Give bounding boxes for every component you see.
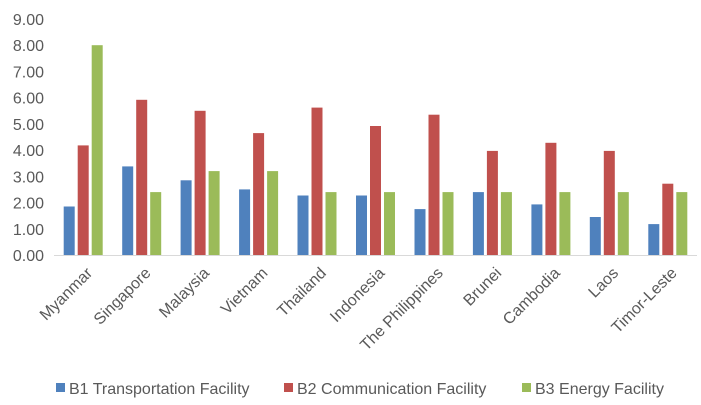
y-tick-label: 4.00	[13, 143, 44, 160]
y-axis: 0.00 1.00 2.00 3.00 4.00 5.00 6.00 7.00 8.00 9.00	[13, 12, 44, 265]
legend-label: B1 Transportation Facility	[69, 381, 250, 398]
y-tick-label: 9.00	[13, 12, 44, 29]
legend-swatch	[56, 383, 65, 392]
bar-series3-malaysia	[208, 171, 220, 255]
legend-label: B2 Communication Facility	[297, 381, 486, 398]
y-tick-label: 8.00	[13, 38, 44, 55]
y-tick-label: 5.00	[13, 117, 44, 134]
x-category-label: Brunei	[461, 265, 506, 310]
bar-series2-thailand	[311, 107, 323, 255]
x-category-label: Laos	[586, 265, 623, 302]
x-category-label: Myanmar	[37, 264, 97, 324]
y-tick-label: 7.00	[13, 64, 44, 81]
bar-series3-vietnam	[267, 171, 279, 255]
y-tick-label: 0.00	[13, 248, 44, 265]
bar-series1-cambodia	[531, 204, 543, 255]
bar-series2-timor-leste	[662, 183, 674, 255]
bar-series1-laos	[589, 217, 601, 255]
legend: B1 Transportation Facility B2 Communicati…	[56, 381, 664, 398]
bar-series1-singapore	[122, 166, 134, 255]
bar-series2-cambodia	[545, 142, 557, 255]
bar-series2-malaysia	[194, 110, 206, 255]
bar-series1-malaysia	[180, 180, 192, 255]
legend-swatch	[522, 383, 531, 392]
y-tick-label: 2.00	[13, 196, 44, 213]
x-category-label: Singapore	[91, 265, 155, 329]
bar-series3-brunei	[500, 192, 512, 255]
bar-series2-laos	[603, 150, 615, 255]
y-tick-label: 3.00	[13, 169, 44, 186]
x-category-label: Vietnam	[218, 265, 271, 318]
bar-series1-timor-leste	[648, 224, 660, 255]
x-category-label: Malaysia	[156, 265, 213, 322]
bar-series3-thailand	[325, 192, 337, 255]
bar-series3-laos	[617, 192, 629, 255]
bar-series3-myanmar	[91, 45, 103, 256]
bar-series1-vietnam	[239, 189, 251, 255]
y-tick-label: 6.00	[13, 91, 44, 108]
bar-series2-myanmar	[77, 145, 89, 255]
bar-series2-the-philippines	[428, 114, 440, 255]
bar-series3-indonesia	[384, 192, 395, 255]
x-category-label: Cambodia	[500, 265, 564, 329]
bar-series2-indonesia	[370, 126, 381, 255]
bar-series1-thailand	[297, 195, 309, 255]
bar-series1-the-philippines	[414, 209, 426, 255]
y-tick-label: 1.00	[13, 222, 44, 239]
bar-series2-vietnam	[253, 133, 265, 255]
bar-series3-the-philippines	[442, 192, 454, 255]
bar-series1-indonesia	[356, 195, 367, 255]
x-category-label: Indonesia	[327, 265, 388, 326]
bar-series1-brunei	[472, 192, 484, 255]
bar-series2-brunei	[486, 150, 498, 255]
bar-series3-timor-leste	[676, 192, 688, 255]
bar-series2-singapore	[136, 99, 148, 255]
bar-series3-singapore	[150, 192, 162, 255]
legend-swatch	[284, 383, 293, 392]
bars	[63, 45, 688, 256]
x-category-label: Thailand	[274, 265, 329, 320]
bar-series3-cambodia	[559, 192, 571, 255]
legend-label: B3 Energy Facility	[535, 381, 664, 398]
bar-series1-myanmar	[63, 206, 75, 255]
